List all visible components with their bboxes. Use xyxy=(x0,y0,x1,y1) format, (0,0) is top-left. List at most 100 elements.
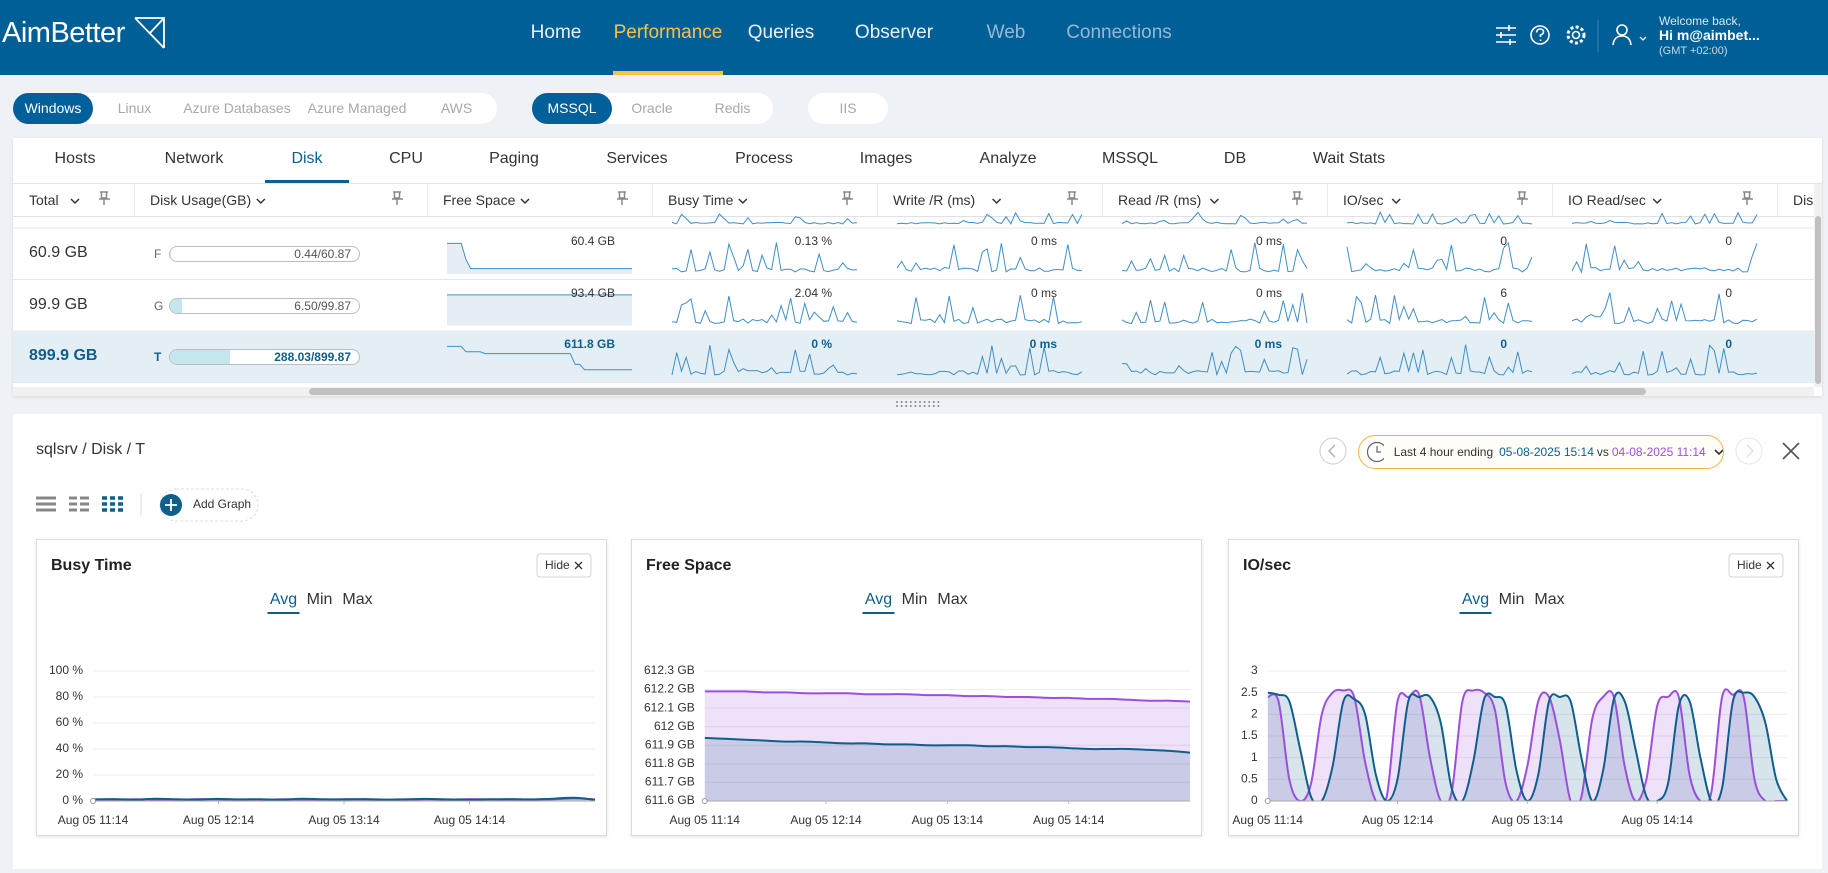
platform-tab[interactable]: Linux xyxy=(117,100,152,116)
splitter-dot xyxy=(900,401,903,403)
pin-icon[interactable] xyxy=(99,191,110,205)
y-tick-label: 2.5 xyxy=(1241,685,1258,699)
splitter-dot xyxy=(937,405,940,407)
sort-chevron[interactable] xyxy=(1209,198,1219,205)
user-chevron[interactable] xyxy=(1639,36,1647,41)
splitter-dot xyxy=(928,401,931,403)
pin-icon[interactable] xyxy=(392,191,403,205)
column-header[interactable]: Free Space xyxy=(443,192,516,208)
section-tab[interactable]: Images xyxy=(859,150,913,167)
section-tab[interactable]: DB xyxy=(1223,150,1247,167)
platform-tab[interactable]: Oracle xyxy=(631,100,673,116)
series-line xyxy=(1267,690,1788,801)
pin-icon[interactable] xyxy=(1292,191,1303,205)
view-list-icon[interactable] xyxy=(36,496,56,512)
settings-sliders-icon[interactable] xyxy=(1496,25,1516,45)
sort-chevron[interactable] xyxy=(738,198,748,205)
x-tick-label: Aug 05 11:14 xyxy=(669,813,740,827)
nav-item[interactable]: Home xyxy=(530,22,582,43)
pin-icon[interactable] xyxy=(842,191,853,205)
y-tick-label: 612.2 GB xyxy=(644,682,695,696)
platform-tab[interactable]: Redis xyxy=(714,100,751,116)
column-header[interactable]: Disk Usage(GB) xyxy=(150,192,252,208)
graph-mode[interactable]: Max xyxy=(937,591,967,608)
graph-mode[interactable]: Min xyxy=(1499,591,1525,608)
section-tab[interactable]: CPU xyxy=(389,150,423,167)
disk-total[interactable]: 99.9 GB xyxy=(29,295,88,313)
time-range-picker[interactable]: Last 4 hour ending 05-08-2025 15:14 vs 0… xyxy=(1358,435,1724,469)
pin-icon[interactable] xyxy=(1517,191,1528,205)
nav-item[interactable]: Connections xyxy=(1066,22,1172,43)
hide-button[interactable] xyxy=(536,553,592,578)
platform-tab[interactable]: Azure Managed xyxy=(307,100,407,116)
section-tab[interactable]: Process xyxy=(735,150,793,167)
disk-total[interactable]: 899.9 GB xyxy=(29,347,98,364)
column-header[interactable]: Read /R (ms) xyxy=(1118,192,1202,208)
pin-icon[interactable] xyxy=(1067,191,1078,205)
section-tab[interactable]: Wait Stats xyxy=(1312,150,1386,167)
hide-button[interactable] xyxy=(1728,553,1784,578)
sort-chevron[interactable] xyxy=(70,198,80,205)
help-icon[interactable] xyxy=(1530,25,1550,45)
platform-tab[interactable]: Azure Databases xyxy=(183,100,291,116)
graph-mode[interactable]: Avg xyxy=(865,591,892,608)
splitter-handle[interactable] xyxy=(894,399,944,409)
add-graph-label[interactable]: Add Graph xyxy=(193,497,252,511)
graph-mode[interactable]: Avg xyxy=(1462,591,1489,608)
view-grid2-icon[interactable] xyxy=(69,496,89,512)
nav-item[interactable]: Performance xyxy=(613,22,723,43)
sort-chevron[interactable] xyxy=(992,198,1002,205)
pin-icon[interactable] xyxy=(617,191,628,205)
splitter-dot xyxy=(896,401,898,403)
column-icons xyxy=(1391,191,1528,205)
graph-mode[interactable]: Avg xyxy=(270,591,297,608)
column-header[interactable]: Busy Time xyxy=(668,192,734,208)
nav-item[interactable]: Queries xyxy=(747,22,815,43)
disk-total[interactable]: 60.9 GB xyxy=(29,244,88,261)
graph-mode[interactable]: Min xyxy=(307,591,333,608)
close-button[interactable] xyxy=(1780,440,1802,462)
platform-tab[interactable]: IIS xyxy=(839,100,857,116)
cell-value: 0 ms xyxy=(1254,337,1282,351)
h-scroll-thumb[interactable] xyxy=(309,388,1646,395)
section-tab[interactable]: MSSQL xyxy=(1101,150,1159,167)
section-tab[interactable]: Analyze xyxy=(979,150,1037,167)
user-icon-head[interactable] xyxy=(1616,24,1628,36)
section-tab[interactable]: Paging xyxy=(489,150,539,167)
sort-chevron[interactable] xyxy=(520,198,530,205)
column-header[interactable]: Write /R (ms) xyxy=(893,192,976,208)
pin-icon[interactable] xyxy=(1742,191,1753,205)
section-tab[interactable]: Hosts xyxy=(54,150,96,167)
prev-range-button[interactable] xyxy=(1318,436,1348,466)
view-grid3-icon[interactable] xyxy=(102,496,123,512)
graph-mode[interactable]: Max xyxy=(342,591,372,608)
platform-group: IIS xyxy=(808,93,888,124)
column-header[interactable]: IO Read/sec xyxy=(1568,192,1646,208)
section-tab[interactable]: Services xyxy=(606,150,668,167)
section-tab[interactable]: Disk xyxy=(291,150,323,167)
gear-icon[interactable] xyxy=(1566,25,1586,45)
v-scroll-thumb[interactable] xyxy=(1815,216,1821,384)
platform-tab[interactable]: Windows xyxy=(13,93,93,124)
sort-chevron[interactable] xyxy=(256,198,266,205)
platform-tab[interactable]: AWS xyxy=(440,100,473,116)
platform-tab[interactable]: MSSQL xyxy=(532,93,612,124)
next-range-button[interactable] xyxy=(1734,436,1764,466)
logo-text[interactable]: AimBetter xyxy=(2,17,125,49)
column-header[interactable]: Total xyxy=(29,192,59,208)
user-name[interactable]: Hi m@aimbet... xyxy=(1659,27,1760,43)
column-header[interactable]: IO/sec xyxy=(1343,192,1384,208)
nav-item[interactable]: Observer xyxy=(854,22,934,43)
prev-chevron xyxy=(1328,444,1336,458)
timezone: (GMT +02:00) xyxy=(1659,45,1728,57)
column-header[interactable]: Disk xyxy=(1793,192,1814,208)
section-tab[interactable]: Network xyxy=(164,150,224,167)
x-tick-label: Aug 05 11:14 xyxy=(58,813,129,827)
graph-mode[interactable]: Max xyxy=(1534,591,1564,608)
graph-mode[interactable]: Min xyxy=(902,591,928,608)
nav-item[interactable]: Web xyxy=(986,22,1026,43)
sort-chevron[interactable] xyxy=(1652,198,1662,205)
cell-value: 0 ms xyxy=(1030,234,1057,248)
sort-chevron[interactable] xyxy=(1391,198,1401,205)
cell-value: 0 xyxy=(1500,234,1507,248)
